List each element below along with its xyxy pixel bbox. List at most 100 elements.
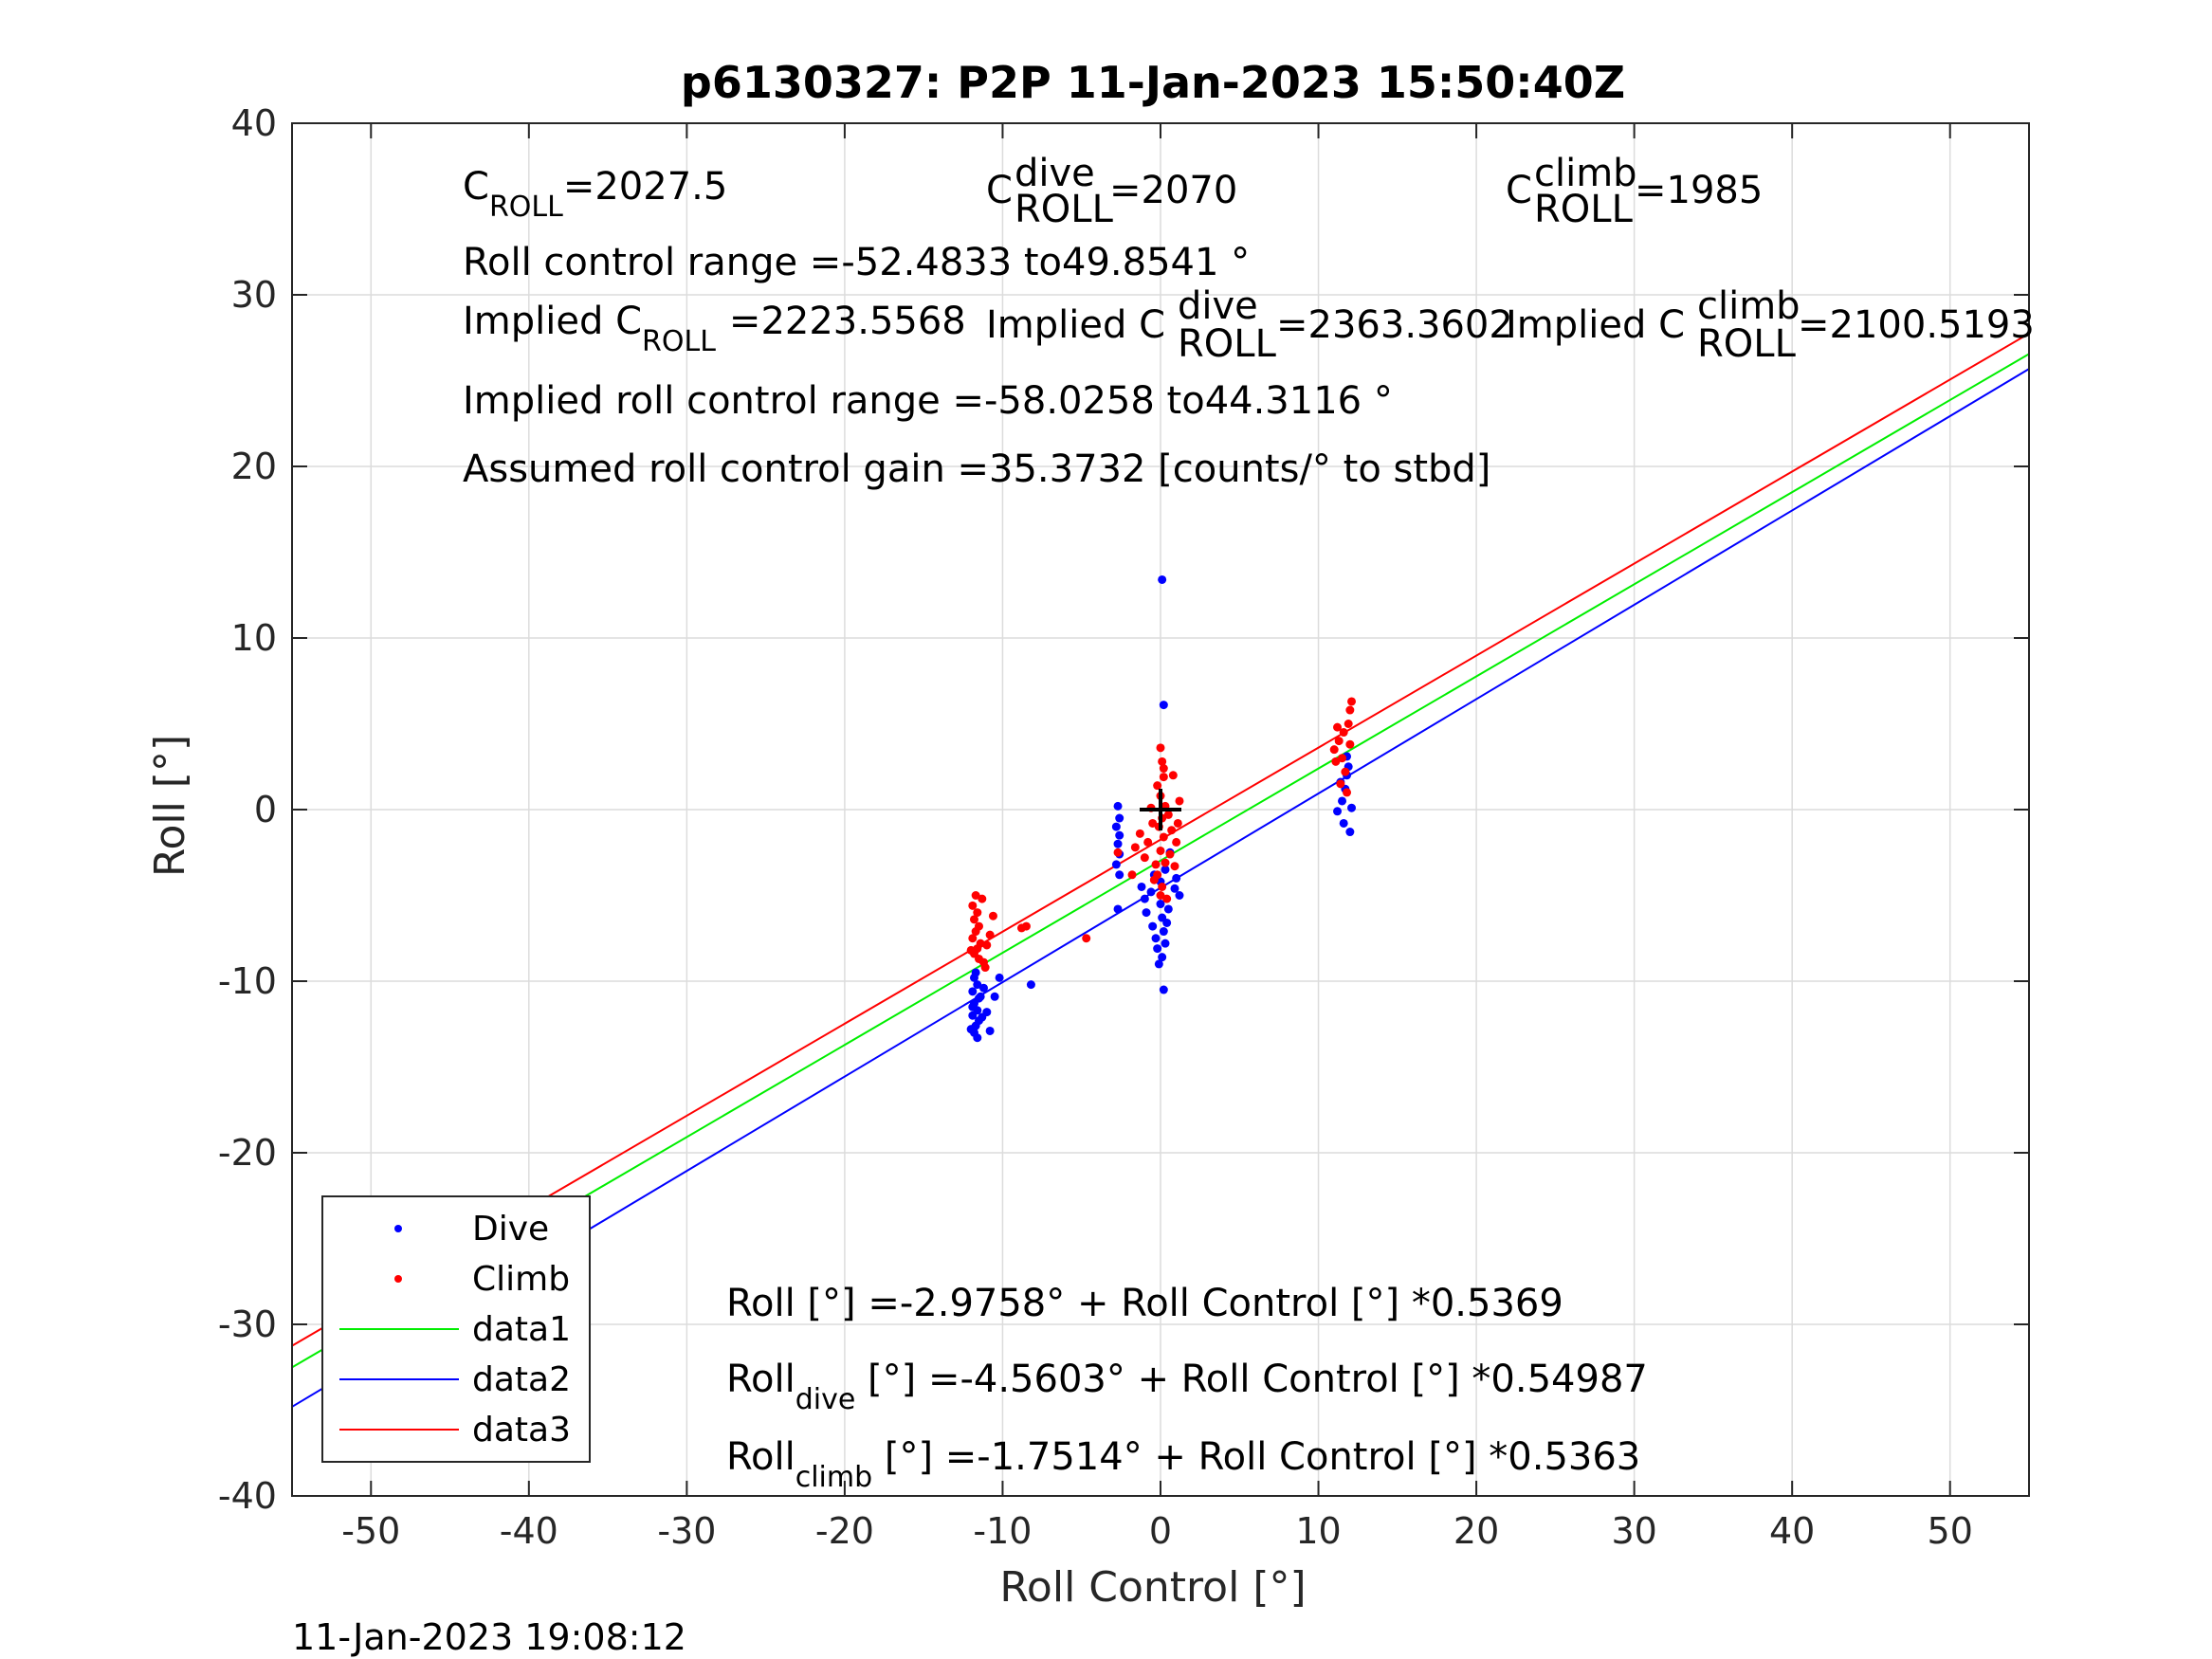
equation-climb-base: Roll <box>726 1435 795 1479</box>
point-dive <box>1137 882 1146 891</box>
y-axis-label: Roll [°] <box>146 735 194 877</box>
equation-dive: Rolldive [°] =-4.5603° + Roll Control [°… <box>726 1358 1648 1416</box>
point-climb <box>1158 882 1167 891</box>
point-climb <box>1336 779 1345 789</box>
c-roll-annotation: CROLL=2027.5 <box>463 165 727 224</box>
point-dive <box>1163 904 1173 914</box>
point-climb <box>968 934 978 943</box>
ticks <box>292 122 2029 1497</box>
point-dive <box>1153 944 1162 954</box>
point-dive <box>995 973 1004 982</box>
point-climb <box>1339 728 1348 738</box>
point-dive <box>968 1011 978 1020</box>
point-climb <box>1345 705 1355 715</box>
point-dive <box>1111 822 1121 831</box>
point-climb <box>1158 757 1167 766</box>
implied-range-annotation: Implied roll control range =-58.0258 to4… <box>463 379 1393 423</box>
c-roll-climb-value: =1985 <box>1635 169 1763 212</box>
point-climb <box>1162 894 1172 903</box>
implied-c-prefix: Implied C <box>463 300 642 343</box>
c-roll-dive-annotation: C <box>986 169 1013 212</box>
x-axis-label: Roll Control [°] <box>999 1563 1306 1612</box>
equation-dive-rest: [°] =-4.5603° + Roll Control [°] *0.5498… <box>855 1358 1648 1401</box>
point-climb <box>971 891 980 900</box>
point-dive <box>1338 796 1347 806</box>
point-climb <box>1170 862 1179 871</box>
c-roll-climb-sup: climb <box>1534 152 1637 195</box>
point-climb <box>1151 860 1161 869</box>
point-climb <box>1333 722 1343 732</box>
point-climb <box>1156 743 1165 753</box>
point-climb <box>971 927 980 937</box>
y-tick-label: -40 <box>218 1475 277 1517</box>
point-climb <box>1159 773 1168 782</box>
point-dive <box>1148 921 1158 931</box>
point-dive <box>1115 813 1124 823</box>
point-dive <box>1113 904 1123 914</box>
c-roll-climb-sub: ROLL <box>1534 188 1634 231</box>
c-roll-dive-sup: dive <box>1015 152 1095 195</box>
x-tick-label: -40 <box>500 1510 558 1552</box>
data-points <box>966 574 1357 1043</box>
point-climb <box>1345 739 1355 749</box>
point-climb <box>966 945 976 955</box>
point-climb <box>988 911 997 921</box>
x-tick-label: 40 <box>1769 1510 1815 1552</box>
point-dive <box>973 980 982 990</box>
point-dive <box>1159 701 1168 710</box>
point-climb <box>1344 720 1353 728</box>
legend-climb-marker <box>394 1275 402 1283</box>
chart-title: p6130327: P2P 11-Jan-2023 15:50:40Z <box>681 57 1625 108</box>
point-dive <box>1162 918 1172 927</box>
equation-climb-rest: [°] =-1.7514° + Roll Control [°] *0.5363 <box>872 1435 1640 1479</box>
point-climb <box>1127 870 1137 880</box>
point-climb <box>1016 923 1026 933</box>
point-dive <box>1154 959 1163 969</box>
point-climb <box>1113 848 1123 857</box>
point-climb <box>1168 771 1178 780</box>
implied-c-climb-sub: ROLL <box>1697 322 1797 366</box>
point-dive <box>1161 865 1170 874</box>
point-dive <box>1161 939 1170 948</box>
point-climb <box>985 930 995 939</box>
point-climb <box>1343 788 1352 797</box>
x-tick-label: 20 <box>1453 1510 1499 1552</box>
point-climb <box>1135 829 1144 838</box>
legend-dive-label: Dive <box>472 1210 549 1249</box>
point-dive <box>1115 870 1124 880</box>
point-dive <box>1347 803 1357 812</box>
point-dive <box>990 992 999 1001</box>
point-climb <box>982 940 992 950</box>
equation-climb-sub: climb <box>795 1461 872 1494</box>
point-climb <box>1341 767 1350 776</box>
point-dive <box>1111 860 1121 869</box>
x-tick-label: -30 <box>657 1510 716 1552</box>
point-dive <box>1140 894 1149 903</box>
point-dive <box>971 968 980 977</box>
legend-data2-label: data2 <box>472 1360 571 1399</box>
legend: Dive Climb data1 data2 data3 <box>321 1195 591 1463</box>
point-climb <box>1334 737 1344 746</box>
point-dive <box>1159 927 1168 937</box>
point-climb <box>1140 853 1149 863</box>
point-climb <box>1082 934 1091 943</box>
x-tick-label: 50 <box>1928 1510 1973 1552</box>
point-dive <box>982 1008 992 1017</box>
point-dive <box>1339 818 1348 828</box>
point-dive <box>1333 807 1343 816</box>
point-dive <box>1113 801 1123 811</box>
point-dive <box>985 1026 995 1035</box>
point-dive <box>1151 934 1161 943</box>
y-tick-label: 30 <box>231 274 277 316</box>
implied-c-climb-sup: climb <box>1697 284 1801 328</box>
legend-data1-label: data1 <box>472 1310 571 1349</box>
point-dive <box>1158 953 1167 962</box>
point-dive <box>1142 908 1151 918</box>
point-climb <box>1338 754 1347 763</box>
x-tick-label: 30 <box>1611 1510 1656 1552</box>
point-dive <box>973 1033 982 1043</box>
legend-climb-label: Climb <box>472 1260 570 1299</box>
point-dive <box>1026 980 1035 990</box>
point-climb <box>1156 891 1165 900</box>
point-dive <box>1159 985 1168 994</box>
